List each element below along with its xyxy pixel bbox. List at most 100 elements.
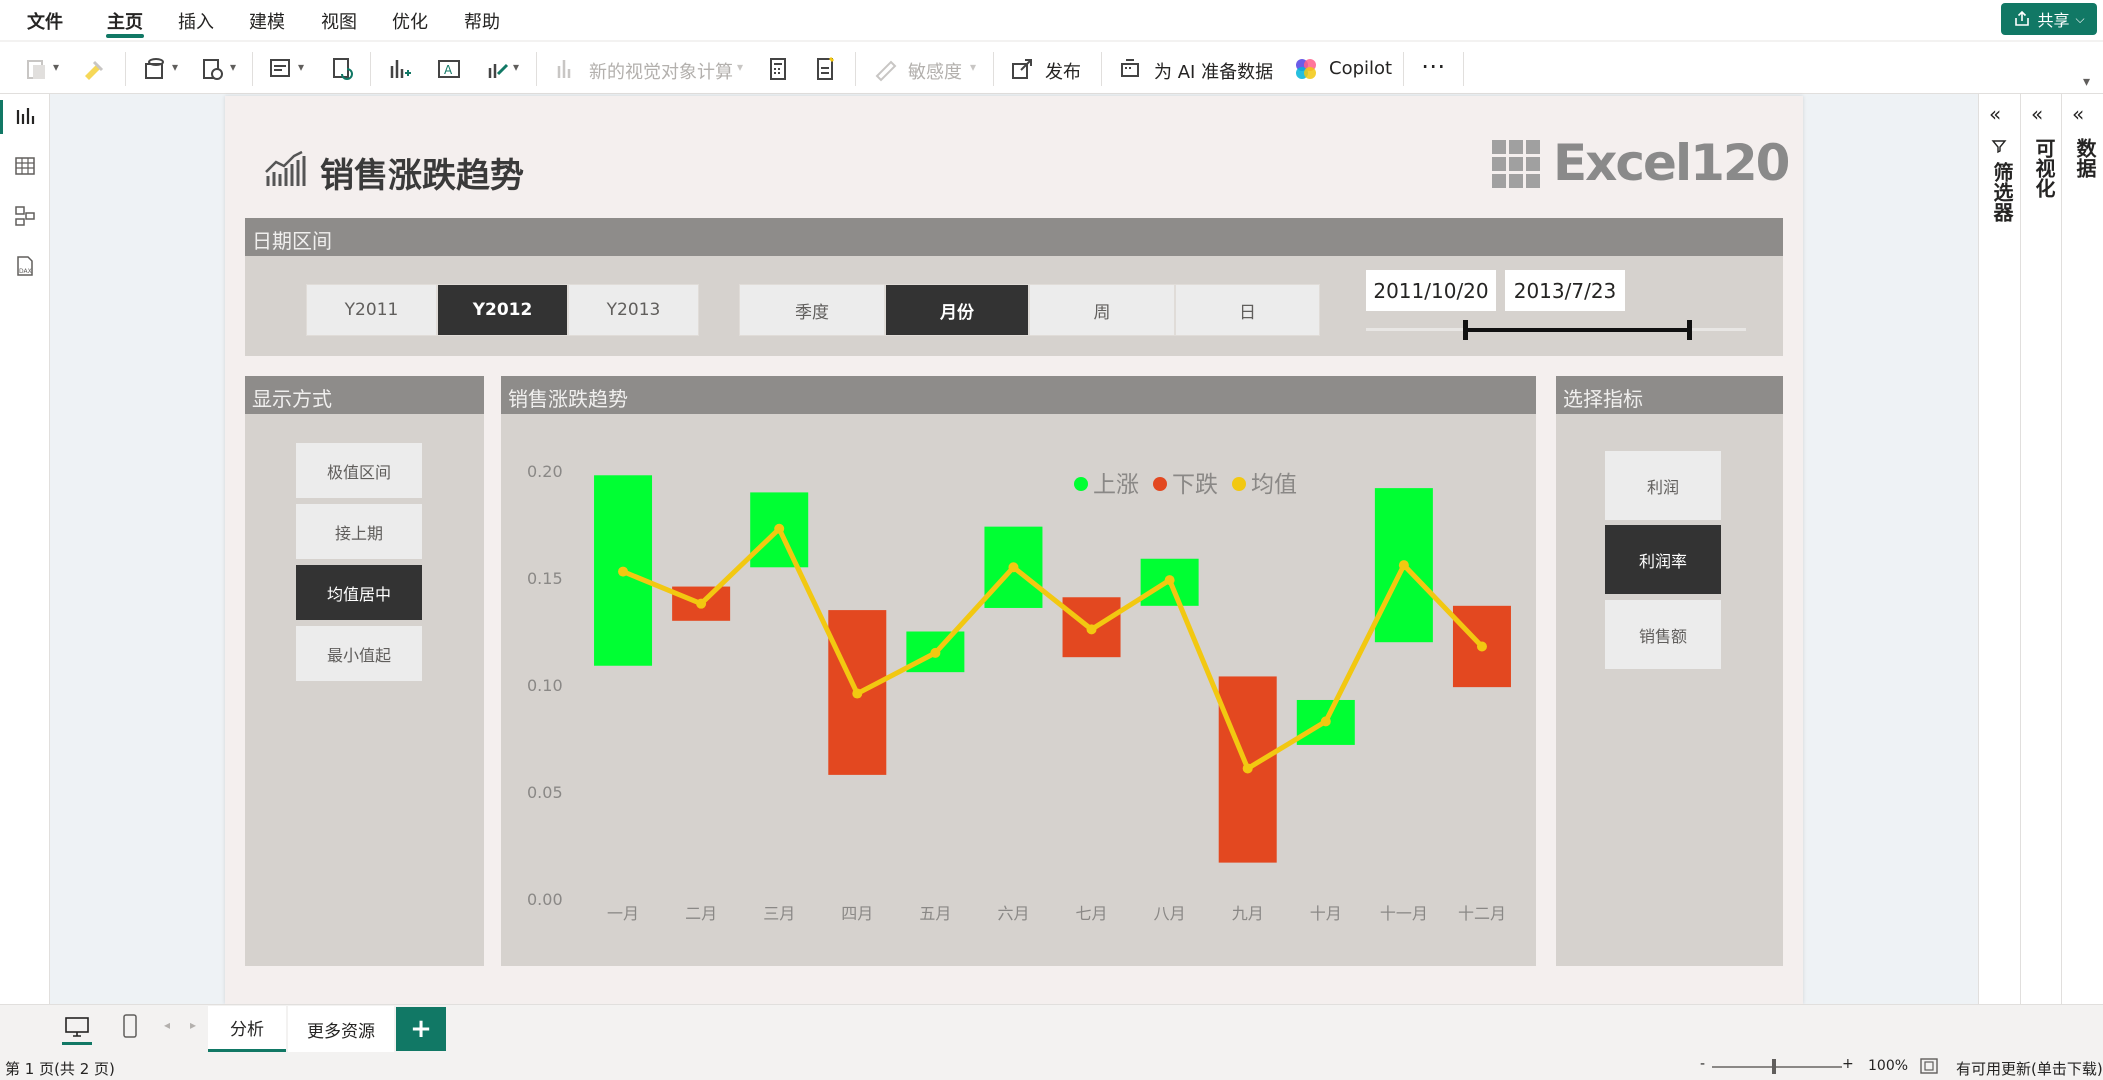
new-visual-calc-label[interactable]: 新的视觉对象计算: [589, 62, 733, 83]
metric-option-profit-rate[interactable]: 利润率: [1605, 525, 1721, 594]
calculator-icon[interactable]: [765, 56, 791, 82]
x-tick-label: 十一月: [1380, 904, 1428, 923]
get-data-icon[interactable]: [142, 56, 168, 82]
mean-point: [774, 523, 785, 534]
prep-ai-icon[interactable]: [1118, 56, 1144, 82]
year-option-2011[interactable]: Y2011: [306, 284, 437, 336]
x-tick-label: 二月: [685, 904, 717, 923]
granularity-week[interactable]: 周: [1029, 284, 1175, 336]
x-tick-label: 十月: [1310, 904, 1342, 923]
page-tab-more-resources[interactable]: 更多资源: [288, 1006, 394, 1052]
display-option-mean-centered[interactable]: 均值居中: [296, 565, 422, 620]
sensitivity-label[interactable]: 敏感度: [908, 62, 962, 83]
trend-chart[interactable]: 0.00 0.05 0.10 0.15 0.20 一月 二月 三月 四月 五月 六月 七月 八月 九月 十月…: [501, 414, 1536, 966]
publish-label[interactable]: 发布: [1045, 62, 1081, 83]
fit-to-page-icon[interactable]: [1920, 1058, 1938, 1074]
visualizations-pane-title: 可视化: [2032, 138, 2056, 198]
mean-point: [1242, 763, 1253, 774]
y-tick-label: 0.20: [527, 462, 563, 481]
table-view-icon[interactable]: [13, 154, 37, 178]
x-tick-label: 五月: [919, 904, 951, 923]
dax-query-view-icon[interactable]: DAX: [13, 254, 37, 278]
visual-calc-icon[interactable]: [553, 56, 579, 82]
metric-option-sales[interactable]: 销售额: [1605, 600, 1721, 669]
publish-icon[interactable]: [1009, 56, 1035, 82]
granularity-month[interactable]: 月份: [885, 284, 1029, 336]
update-available-link[interactable]: 有可用更新(单击下载): [1956, 1060, 2103, 1078]
format-painter-icon[interactable]: [80, 56, 106, 82]
logo-text: Excel120: [1553, 134, 1790, 192]
menu-view[interactable]: 视图: [321, 12, 357, 33]
svg-text:A: A: [444, 63, 453, 77]
collapse-chevron-icon[interactable]: «: [1989, 102, 2002, 126]
desktop-layout-icon[interactable]: [64, 1016, 90, 1038]
chevron-down-icon: ▾: [230, 60, 237, 74]
display-option-previous-period[interactable]: 接上期: [296, 504, 422, 559]
year-option-2013[interactable]: Y2013: [568, 284, 699, 336]
page-tab-analysis[interactable]: 分析: [208, 1006, 286, 1052]
sensitivity-icon[interactable]: [873, 56, 899, 82]
scroll-right-icon[interactable]: ▸: [190, 1018, 197, 1032]
display-option-min-start[interactable]: 最小值起: [296, 626, 422, 681]
chevron-down-icon: ▾: [53, 60, 60, 74]
menu-help[interactable]: 帮助: [464, 12, 500, 33]
start-date-input[interactable]: 2011/10/20: [1366, 270, 1496, 311]
filters-pane[interactable]: « 筛选器: [1978, 94, 2020, 1004]
more-options-icon[interactable]: ⋯: [1421, 52, 1445, 80]
logo-grid-icon: [1492, 140, 1542, 190]
menu-modeling[interactable]: 建模: [249, 12, 285, 33]
recent-sources-icon[interactable]: [200, 56, 226, 82]
y-tick-label: 0.10: [527, 676, 563, 695]
toolbar-separator: [252, 52, 253, 86]
y-tick-label: 0.15: [527, 569, 563, 588]
granularity-day[interactable]: 日: [1175, 284, 1320, 336]
quick-measure-icon[interactable]: [812, 56, 838, 82]
add-page-button[interactable]: +: [396, 1007, 446, 1051]
zoom-in-icon[interactable]: +: [1842, 1056, 1854, 1072]
refresh-icon[interactable]: [330, 56, 356, 82]
share-button[interactable]: 共享 ⌵: [2001, 3, 2097, 35]
zoom-out-icon[interactable]: -: [1700, 1056, 1706, 1072]
end-date-input[interactable]: 2013/7/23: [1505, 270, 1625, 311]
menu-file[interactable]: 文件: [27, 12, 63, 33]
scroll-left-icon[interactable]: ◂: [164, 1018, 171, 1032]
copilot-label[interactable]: Copilot: [1329, 58, 1393, 79]
year-option-2012[interactable]: Y2012: [437, 284, 568, 336]
metric-option-profit[interactable]: 利润: [1605, 451, 1721, 520]
transform-data-icon[interactable]: [268, 56, 294, 82]
menu-home[interactable]: 主页: [107, 12, 143, 33]
paste-icon[interactable]: [24, 56, 50, 82]
more-visuals-icon[interactable]: [485, 56, 511, 82]
report-view-icon[interactable]: [13, 104, 37, 128]
copilot-icon[interactable]: [1293, 56, 1319, 82]
granularity-quarter[interactable]: 季度: [739, 284, 885, 336]
zoom-slider-handle[interactable]: [1772, 1059, 1776, 1074]
new-visual-icon[interactable]: [386, 56, 412, 82]
menu-insert[interactable]: 插入: [178, 12, 214, 33]
collapse-chevron-icon[interactable]: «: [2072, 102, 2085, 126]
view-switcher-rail: DAX: [0, 94, 50, 1004]
display-option-extreme-range[interactable]: 极值区间: [296, 443, 422, 498]
x-tick-label: 九月: [1232, 904, 1264, 923]
chevron-down-icon[interactable]: ▾: [2083, 74, 2091, 90]
collapse-chevron-icon[interactable]: «: [2031, 102, 2044, 126]
filter-icon: [1991, 140, 2007, 154]
visualizations-pane[interactable]: « 可视化: [2020, 94, 2061, 1004]
mean-line: [622, 526, 1484, 771]
model-view-icon[interactable]: [13, 204, 37, 228]
date-slider-end-handle[interactable]: [1687, 320, 1692, 340]
mobile-layout-icon[interactable]: [122, 1014, 138, 1038]
data-pane[interactable]: « 数据: [2061, 94, 2103, 1004]
date-slider-start-handle[interactable]: [1462, 320, 1468, 340]
toolbar-separator: [855, 52, 856, 86]
menu-optimize[interactable]: 优化: [392, 12, 428, 33]
text-box-icon[interactable]: A: [436, 56, 462, 82]
chevron-down-icon: ▾: [172, 60, 179, 74]
legend-marker: [1074, 477, 1088, 491]
zoom-slider[interactable]: [1712, 1066, 1842, 1068]
metric-panel-header: 选择指标: [1556, 376, 1783, 414]
share-icon: [2015, 10, 2030, 26]
share-label: 共享: [2037, 11, 2070, 30]
date-slider-range: [1464, 328, 1689, 332]
prep-ai-label[interactable]: 为 AI 准备数据: [1154, 62, 1274, 83]
